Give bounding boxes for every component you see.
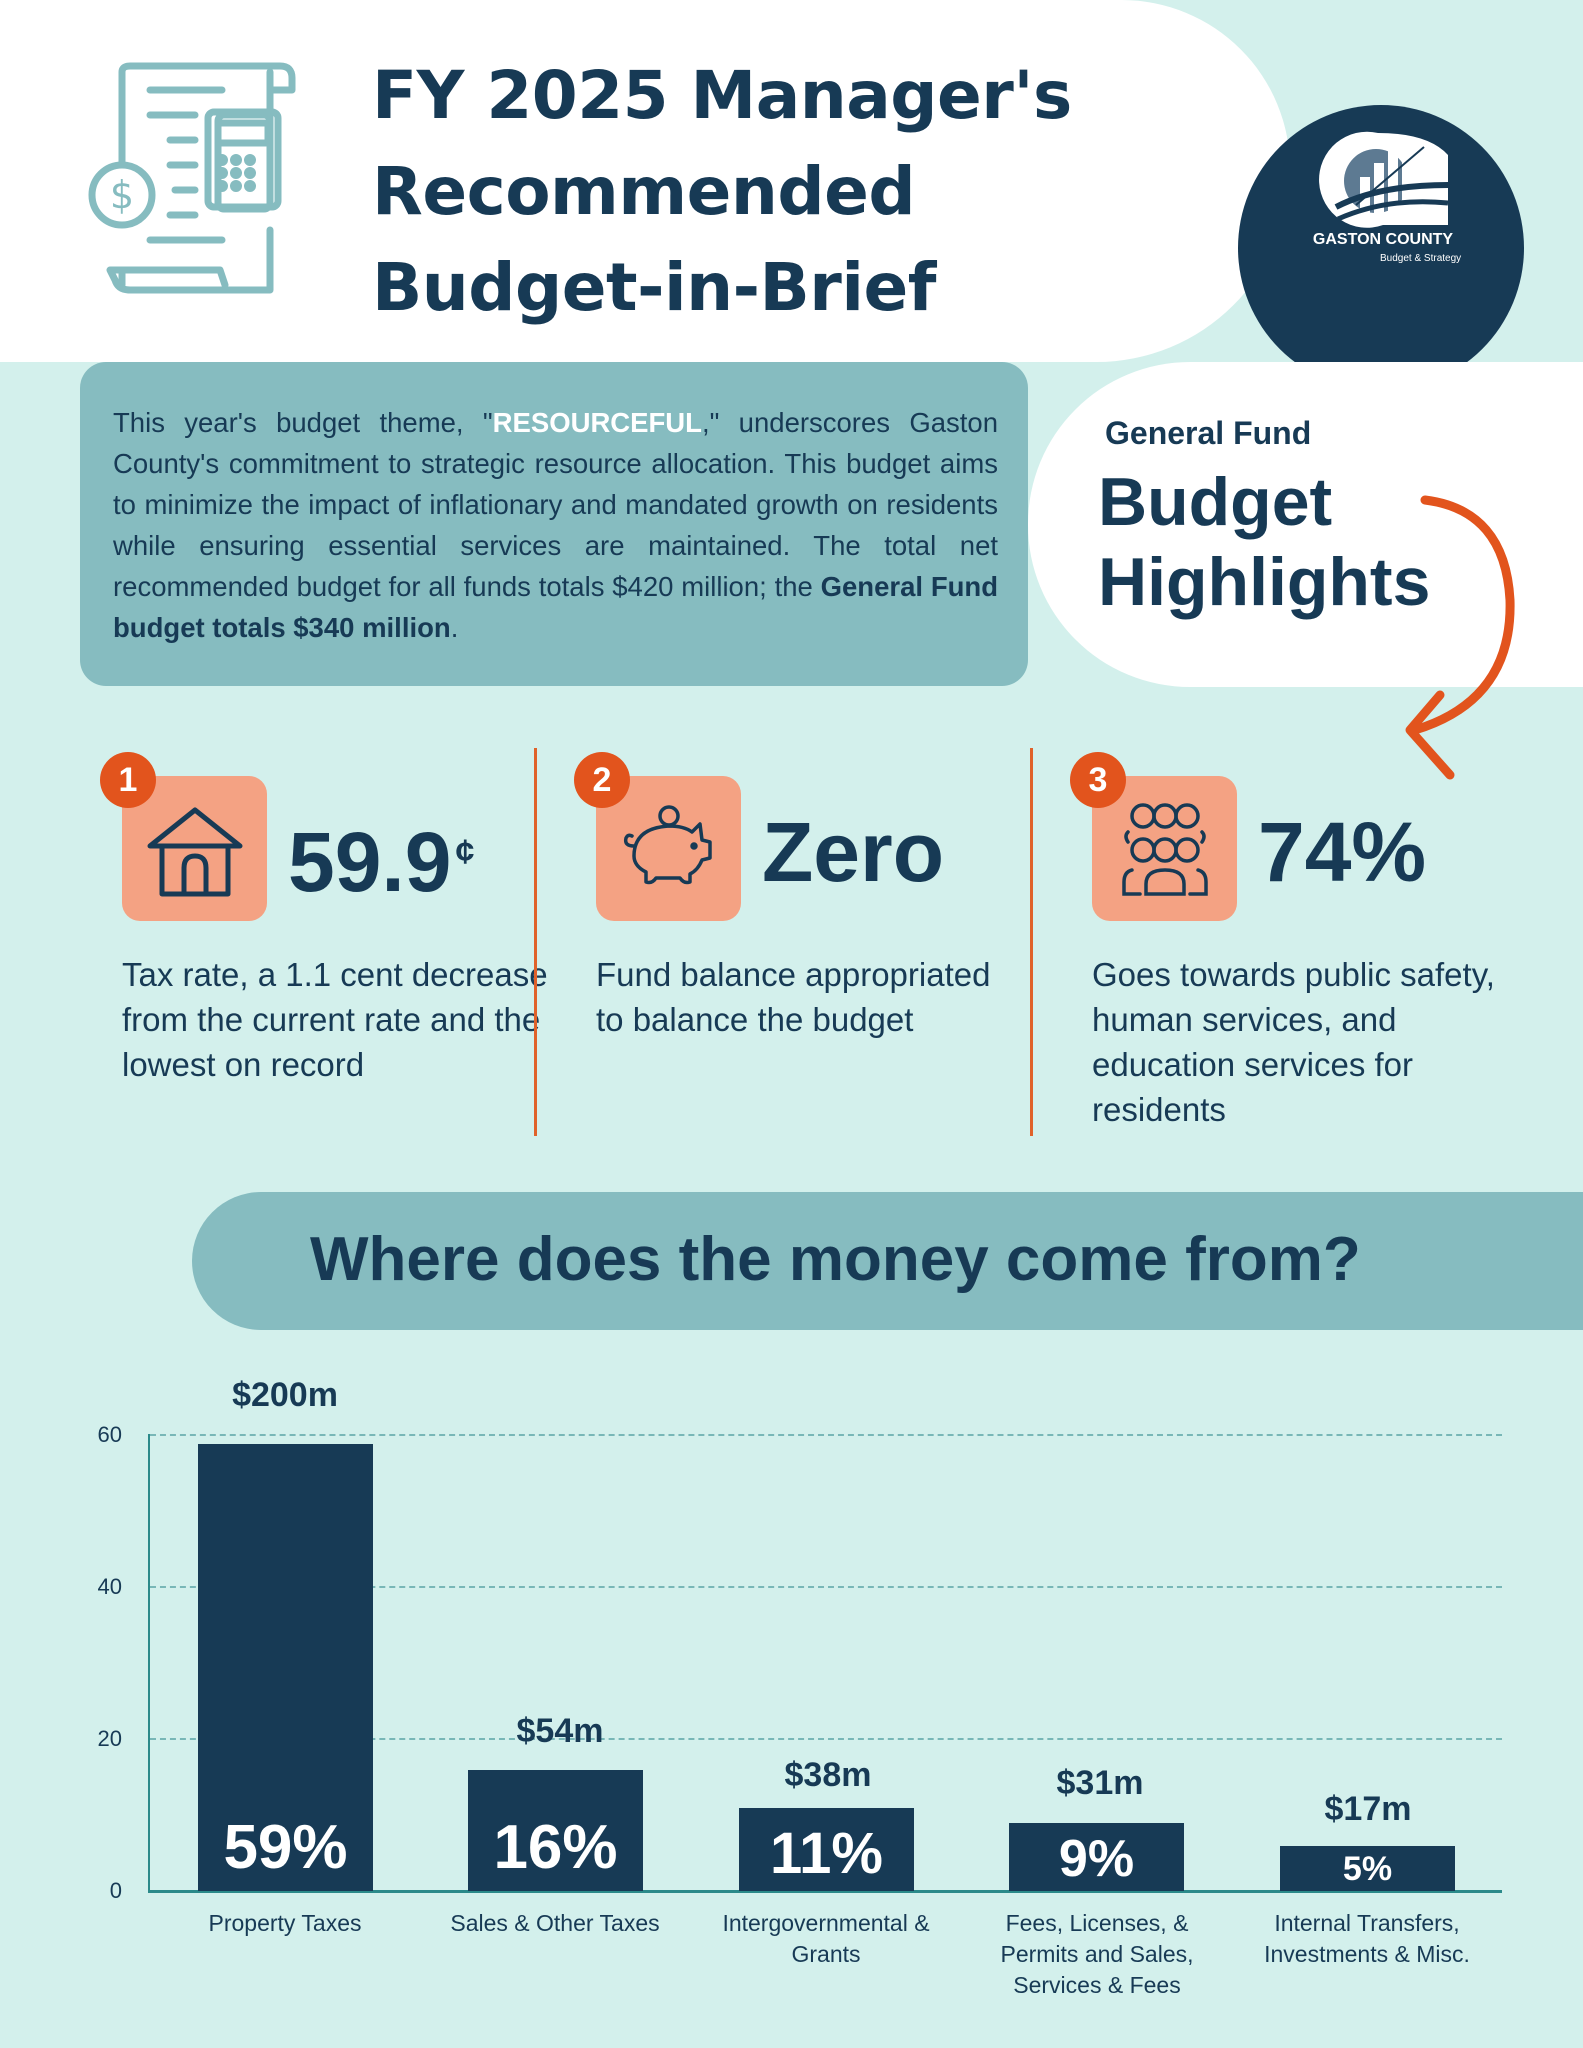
bar-internal-transfers: 5% — [1280, 1846, 1455, 1891]
highlight-fund-balance: 2 Zero Fund balance appropriated to bala… — [574, 752, 1034, 1132]
budget-theme: RESOURCEFUL — [492, 407, 702, 438]
bar-percent-label: 9% — [1058, 1830, 1135, 1888]
curved-arrow-icon — [1405, 495, 1515, 780]
highlights-subtitle: General Fund — [1105, 415, 1312, 451]
bar-percent-label: 16% — [493, 1813, 618, 1882]
y-tick-label: 40 — [97, 1574, 122, 1599]
category-label: Property Taxes — [208, 1910, 362, 1936]
divider — [534, 748, 537, 1136]
gaston-county-logo: GASTON COUNTY Budget & Strategy — [1238, 105, 1524, 391]
highlights-title-line-2: Highlights — [1098, 544, 1431, 620]
house-icon — [147, 807, 243, 897]
bar-fees-licenses: 9% — [1009, 1823, 1184, 1891]
piggy-bank-icon — [623, 805, 712, 885]
highlights-title-line-1: Budget — [1098, 464, 1333, 540]
y-tick-label: 60 — [97, 1422, 122, 1447]
stat-value: 59.9 ¢ — [288, 802, 474, 912]
page-title: FY 2025 Manager's Recommended Budget-in-… — [372, 48, 1132, 336]
bar-amount-label: $17m — [1324, 1790, 1412, 1828]
number-badge: 1 — [100, 752, 156, 808]
highlights-background — [1028, 362, 1583, 687]
category-label: Internal Transfers, Investments & Misc. — [1264, 1910, 1470, 1967]
section-title: Where does the money come from? — [310, 1225, 1361, 1294]
y-axis — [148, 1434, 150, 1892]
bar-percent-label: 11% — [770, 1821, 883, 1886]
logo-chart-icon — [1319, 131, 1449, 228]
people-group-icon — [1122, 803, 1208, 896]
number-badge: 2 — [574, 752, 630, 808]
stat-description: Goes towards public safety, human servic… — [1092, 956, 1495, 1128]
gridline-40 — [150, 1586, 1502, 1588]
budget-document-icon: $ — [88, 62, 296, 294]
gridline-20 — [150, 1738, 1502, 1740]
intro-text-end: . — [450, 612, 459, 643]
bar-amount-label: $54m — [516, 1712, 604, 1750]
intro-box: This year's budget theme, "RESOURCEFUL,"… — [80, 362, 1028, 686]
x-axis — [148, 1890, 1502, 1893]
section-header-background — [192, 1192, 1583, 1330]
category-label: Intergovernmental & Grants — [722, 1910, 930, 1967]
bar-sales-taxes: 16% — [468, 1770, 643, 1891]
y-tick-label: 20 — [97, 1726, 122, 1751]
intro-text-middle: ," underscores Gaston County's commitmen… — [113, 407, 998, 602]
stat-value: Zero — [762, 805, 945, 899]
title-line-3: Budget-in-Brief — [372, 249, 936, 326]
highlight-tax-rate: 1 59.9 ¢ Tax rate, a 1.1 cent decrease fr… — [100, 752, 560, 1132]
category-label: Sales & Other Taxes — [450, 1910, 660, 1936]
logo-subtitle: Budget & Strategy — [1380, 253, 1462, 264]
svg-text:$: $ — [110, 173, 134, 217]
stat-value-number: 59.9 — [288, 815, 452, 909]
stat-description: Fund balance appropriated to balance the… — [596, 956, 991, 1038]
revenue-bar-chart: 60 40 20 0 $200m 59% Property Taxes $54m… — [0, 1376, 1583, 2048]
title-line-2: Recommended — [372, 153, 916, 230]
general-fund-total: General Fund budget totals $340 million — [113, 571, 999, 643]
bar-amount-label: $38m — [784, 1756, 872, 1794]
bar-percent-label: 5% — [1342, 1850, 1393, 1888]
category-label: Fees, Licenses, & Permits and Sales, Ser… — [1000, 1910, 1194, 1998]
gridline-60 — [150, 1434, 1502, 1436]
title-line-1: FY 2025 Manager's — [372, 57, 1072, 134]
divider — [1030, 748, 1033, 1136]
highlights-title: Budget Highlights — [1098, 462, 1430, 622]
number-badge: 3 — [1070, 752, 1126, 808]
bar-intergovernmental: 11% — [739, 1808, 914, 1891]
highlight-services: 3 74% Goes towards public safety, human … — [1070, 752, 1530, 1132]
bar-percent-label: 59% — [223, 1813, 348, 1882]
stat-description: Tax rate, a 1.1 cent decrease from the c… — [122, 956, 548, 1083]
intro-paragraph: This year's budget theme, "RESOURCEFUL,"… — [113, 402, 998, 648]
bar-property-taxes: 59% — [198, 1444, 373, 1891]
cent-unit: ¢ — [455, 833, 475, 871]
logo-name: GASTON COUNTY — [1312, 231, 1454, 248]
bar-amount-label: $200m — [232, 1376, 338, 1414]
intro-text-start: This year's budget theme, " — [113, 407, 493, 438]
bar-amount-label: $31m — [1056, 1764, 1144, 1802]
stat-value: 74% — [1258, 805, 1427, 899]
y-tick-label: 0 — [109, 1878, 122, 1903]
